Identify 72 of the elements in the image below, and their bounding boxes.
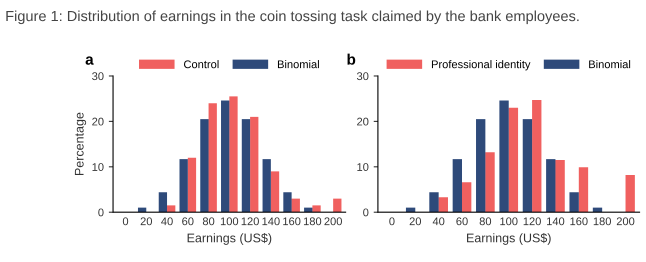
bar — [438, 197, 448, 212]
y-tick-label: 20 — [92, 118, 104, 126]
x-tick-label: 40 — [432, 217, 444, 226]
bar — [158, 192, 168, 212]
x-tick-label: 60 — [456, 217, 468, 226]
bar — [200, 119, 209, 212]
bar — [167, 205, 176, 212]
x-axis-title: Earnings (US$) — [467, 232, 551, 245]
bar — [546, 159, 556, 212]
y-tick-label: 30 — [92, 72, 104, 80]
legend-label: Control — [184, 60, 219, 68]
bar — [208, 103, 217, 212]
bar — [462, 182, 472, 212]
x-tick-label: 0 — [389, 217, 395, 226]
y-tick-label: 0 — [98, 208, 104, 216]
x-tick-label: 200 — [616, 217, 634, 226]
bar — [229, 96, 238, 212]
bar — [476, 119, 486, 212]
bar — [626, 174, 635, 212]
legend-label: Binomial — [278, 60, 319, 68]
bar — [452, 159, 462, 212]
bar — [138, 208, 146, 212]
bar — [532, 100, 542, 212]
bar — [499, 100, 509, 212]
bar — [262, 159, 271, 212]
x-tick-label: 200 — [324, 217, 342, 226]
x-tick-label: 140 — [262, 217, 280, 226]
bar — [569, 192, 579, 212]
y-tick-label: 30 — [356, 72, 368, 80]
legend-label: Binomial — [589, 60, 630, 68]
y-axis-title: Percentage — [74, 112, 86, 176]
bar — [221, 100, 230, 212]
y-tick-label: 20 — [357, 118, 368, 126]
x-tick-label: 160 — [283, 217, 300, 226]
bar — [188, 158, 196, 212]
bar — [485, 152, 495, 212]
x-axis-title: Earnings (US$) — [188, 232, 272, 245]
bar — [555, 160, 565, 212]
x-tick-label: 140 — [547, 217, 564, 226]
x-tick-label: 180 — [304, 217, 322, 226]
y-tick-label: 10 — [92, 163, 104, 171]
bar — [242, 119, 250, 212]
x-tick-label: 40 — [161, 217, 173, 226]
chart-title: b — [348, 54, 356, 65]
bar — [333, 198, 342, 212]
x-tick-label: 80 — [480, 217, 492, 226]
bar — [179, 159, 188, 212]
x-tick-label: 100 — [500, 217, 518, 226]
x-tick-label: 20 — [410, 217, 422, 226]
bar — [283, 192, 292, 212]
chart-title: a — [86, 56, 94, 65]
caption: Figure 1: Distribution of earnings in the coin tossing task claimed by the bank employees. — [6, 10, 579, 24]
x-tick-label: 180 — [594, 217, 611, 226]
y-tick-label: 0 — [363, 208, 368, 216]
x-tick-label: 0 — [122, 217, 128, 226]
text: Professional identity — [432, 60, 530, 70]
bar — [429, 192, 439, 212]
x-tick-label: 160 — [570, 217, 588, 226]
bar — [578, 167, 588, 212]
x-tick-label: 120 — [242, 217, 259, 226]
bar — [304, 208, 312, 212]
x-tick-label: 120 — [524, 217, 541, 226]
x-tick-label: 20 — [140, 217, 152, 226]
x-tick-label: 60 — [182, 217, 194, 226]
bar — [250, 116, 258, 212]
x-tick-label: 100 — [220, 217, 238, 226]
bar — [292, 198, 300, 212]
bar — [522, 119, 532, 212]
y-tick-label: 10 — [357, 163, 368, 171]
bar — [508, 108, 518, 212]
bar — [270, 171, 280, 212]
x-tick-label: 80 — [202, 217, 214, 226]
